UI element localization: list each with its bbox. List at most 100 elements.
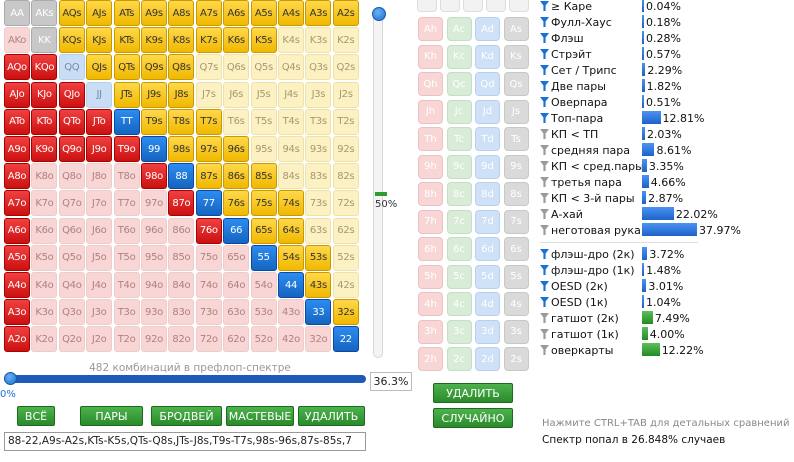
hand-cell-93s[interactable]: 93s	[305, 136, 332, 162]
board-card-6d[interactable]: 6d	[475, 237, 500, 261]
hand-cell-75s[interactable]: 75s	[250, 190, 277, 217]
hand-cell-J6o[interactable]: J6o	[86, 217, 113, 244]
hand-cell-J9o[interactable]: J9o	[86, 136, 113, 162]
hand-cell-Q4s[interactable]: Q4s	[278, 54, 304, 81]
board-card-7h[interactable]: 7h	[418, 209, 443, 234]
board-card-2s[interactable]: 2s	[503, 347, 529, 371]
board-card-8c[interactable]: 8c	[446, 182, 472, 206]
hand-cell-86o[interactable]: 86o	[168, 217, 195, 244]
board-card-8s[interactable]: 8s	[503, 182, 529, 206]
filter-icon[interactable]	[540, 345, 549, 355]
hand-cell-Q2o[interactable]: Q2o	[58, 326, 85, 353]
board-card-9s[interactable]: 9s	[503, 154, 529, 179]
hand-cell-83s[interactable]: 83s	[305, 163, 332, 190]
board-card-Th[interactable]: Th	[418, 127, 443, 151]
hand-cell-32o[interactable]: 32o	[305, 326, 332, 353]
board-card-Jh[interactable]: Jh	[418, 99, 443, 124]
hand-cell-J5s[interactable]: J5s	[250, 81, 277, 108]
hand-cell-K3s[interactable]: K3s	[305, 27, 332, 54]
board-card-9d[interactable]: 9d	[475, 154, 500, 179]
filter-icon[interactable]	[540, 265, 549, 275]
board-slot[interactable]	[417, 0, 437, 12]
board-slot[interactable]	[440, 0, 460, 12]
hand-cell-92s[interactable]: 92s	[332, 136, 359, 162]
filter-icon[interactable]	[540, 281, 549, 291]
filter-icon[interactable]	[540, 329, 549, 339]
filter-icon[interactable]	[540, 81, 549, 91]
hand-cell-J7s[interactable]: J7s	[195, 81, 222, 108]
hand-cell-92o[interactable]: 92o	[141, 326, 167, 353]
hand-cell-J5o[interactable]: J5o	[86, 244, 113, 271]
hand-cell-64s[interactable]: 64s	[278, 217, 304, 244]
hand-cell-A4o[interactable]: A4o	[4, 272, 30, 298]
hand-cell-42s[interactable]: 42s	[332, 272, 359, 298]
hand-cell-KJo[interactable]: KJo	[31, 81, 58, 108]
board-card-6h[interactable]: 6h	[418, 237, 443, 261]
hand-cell-76o[interactable]: 76o	[195, 217, 222, 244]
hand-cell-T9s[interactable]: T9s	[141, 108, 167, 135]
hand-cell-Q8o[interactable]: Q8o	[58, 163, 85, 190]
hand-cell-T4o[interactable]: T4o	[113, 272, 140, 298]
hand-cell-T7s[interactable]: T7s	[195, 108, 222, 135]
hand-cell-52s[interactable]: 52s	[332, 244, 359, 271]
hand-cell-Q9o[interactable]: Q9o	[58, 136, 85, 162]
hand-cell-TT[interactable]: TT	[113, 108, 140, 135]
pairs-button[interactable]: ПАРЫ	[80, 406, 143, 426]
hand-cell-JTs[interactable]: JTs	[113, 81, 140, 108]
hand-cell-A3o[interactable]: A3o	[4, 299, 30, 326]
hand-cell-K6o[interactable]: K6o	[31, 217, 58, 244]
hand-cell-94s[interactable]: 94s	[278, 136, 304, 162]
filter-icon[interactable]	[540, 193, 549, 203]
hand-cell-A3s[interactable]: A3s	[305, 0, 332, 26]
hand-cell-ATo[interactable]: ATo	[4, 108, 30, 135]
filter-icon[interactable]	[540, 225, 549, 235]
hand-cell-42o[interactable]: 42o	[278, 326, 304, 353]
filter-icon[interactable]	[540, 161, 549, 171]
hand-cell-K7o[interactable]: K7o	[31, 190, 58, 217]
hand-cell-K5s[interactable]: K5s	[250, 27, 277, 54]
filter-icon[interactable]	[540, 33, 549, 43]
board-card-6c[interactable]: 6c	[446, 237, 472, 261]
hand-cell-A4s[interactable]: A4s	[278, 0, 304, 26]
hand-cell-T5s[interactable]: T5s	[250, 108, 277, 135]
hand-cell-AQo[interactable]: AQo	[4, 54, 30, 81]
hand-cell-T9o[interactable]: T9o	[113, 136, 140, 162]
hand-cell-KJs[interactable]: KJs	[86, 27, 113, 54]
hand-cell-K4s[interactable]: K4s	[278, 27, 304, 54]
hand-cell-85o[interactable]: 85o	[168, 244, 195, 271]
filter-icon[interactable]	[540, 1, 549, 11]
delete-board-button[interactable]: УДАЛИТЬ	[433, 383, 513, 403]
hand-cell-T6o[interactable]: T6o	[113, 217, 140, 244]
hand-cell-63s[interactable]: 63s	[305, 217, 332, 244]
board-card-3c[interactable]: 3c	[446, 319, 472, 344]
filter-icon[interactable]	[540, 249, 549, 259]
board-card-5h[interactable]: 5h	[418, 264, 443, 289]
hand-cell-64o[interactable]: 64o	[223, 272, 250, 298]
hand-cell-95s[interactable]: 95s	[250, 136, 277, 162]
board-card-5c[interactable]: 5c	[446, 264, 472, 289]
board-card-Td[interactable]: Td	[475, 127, 500, 151]
hand-cell-Q2s[interactable]: Q2s	[332, 54, 359, 81]
board-card-2d[interactable]: 2d	[475, 347, 500, 371]
hand-cell-A5s[interactable]: A5s	[250, 0, 277, 26]
hand-cell-Q7o[interactable]: Q7o	[58, 190, 85, 217]
hand-cell-44[interactable]: 44	[278, 272, 304, 298]
hand-cell-T8o[interactable]: T8o	[113, 163, 140, 190]
board-card-9c[interactable]: 9c	[446, 154, 472, 179]
hand-cell-AA[interactable]: AA	[4, 0, 30, 26]
hand-cell-63o[interactable]: 63o	[223, 299, 250, 326]
hand-cell-A6o[interactable]: A6o	[4, 217, 30, 244]
hand-cell-85s[interactable]: 85s	[250, 163, 277, 190]
broadways-button[interactable]: БРОДВЕЙ	[151, 406, 222, 426]
hand-cell-K9o[interactable]: K9o	[31, 136, 58, 162]
hand-cell-32s[interactable]: 32s	[332, 299, 359, 326]
filter-icon[interactable]	[540, 97, 549, 107]
board-card-4c[interactable]: 4c	[446, 292, 472, 316]
board-card-7c[interactable]: 7c	[446, 209, 472, 234]
hand-cell-KQs[interactable]: KQs	[58, 27, 85, 54]
hand-cell-Q7s[interactable]: Q7s	[195, 54, 222, 81]
hand-cell-T5o[interactable]: T5o	[113, 244, 140, 271]
hand-cell-KK[interactable]: KK	[31, 27, 58, 54]
range-slider-handle[interactable]	[4, 372, 17, 385]
range-percent-field[interactable]: 36.3%	[370, 372, 412, 391]
